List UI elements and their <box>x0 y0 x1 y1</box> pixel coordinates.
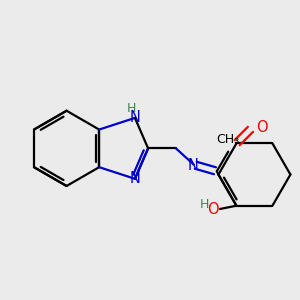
Text: O: O <box>256 121 267 136</box>
Text: N: N <box>187 158 198 173</box>
Text: H: H <box>127 102 136 115</box>
Text: H: H <box>200 198 210 211</box>
Text: O: O <box>207 202 218 217</box>
Text: N: N <box>130 110 140 125</box>
Text: CH₃: CH₃ <box>217 134 240 146</box>
Text: N: N <box>130 171 140 186</box>
